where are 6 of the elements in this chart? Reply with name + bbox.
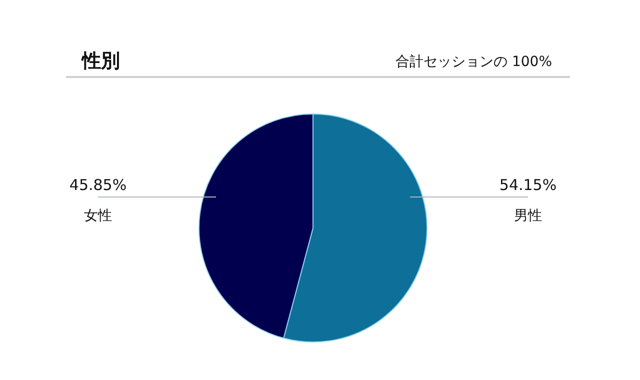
slice-label: 女性: [84, 208, 112, 224]
data-label: 54.15%: [499, 176, 557, 194]
slice-label: 男性: [514, 208, 542, 224]
chart-subtitle: 合計セッションの 100%: [396, 53, 552, 71]
chart-title: 性別: [82, 49, 120, 74]
data-label: 45.85%: [69, 176, 127, 194]
